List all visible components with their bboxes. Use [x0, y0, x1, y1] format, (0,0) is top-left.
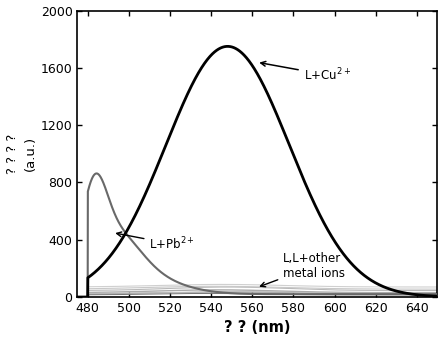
Text: L+Cu$^{2+}$: L+Cu$^{2+}$	[261, 61, 351, 83]
X-axis label: ? ? (nm): ? ? (nm)	[224, 321, 291, 336]
Text: L+Pb$^{2+}$: L+Pb$^{2+}$	[117, 232, 195, 252]
Text: L,L+other
metal ions: L,L+other metal ions	[260, 252, 345, 287]
Y-axis label: ? ? ? ?
(a.u.): ? ? ? ? (a.u.)	[6, 134, 37, 174]
